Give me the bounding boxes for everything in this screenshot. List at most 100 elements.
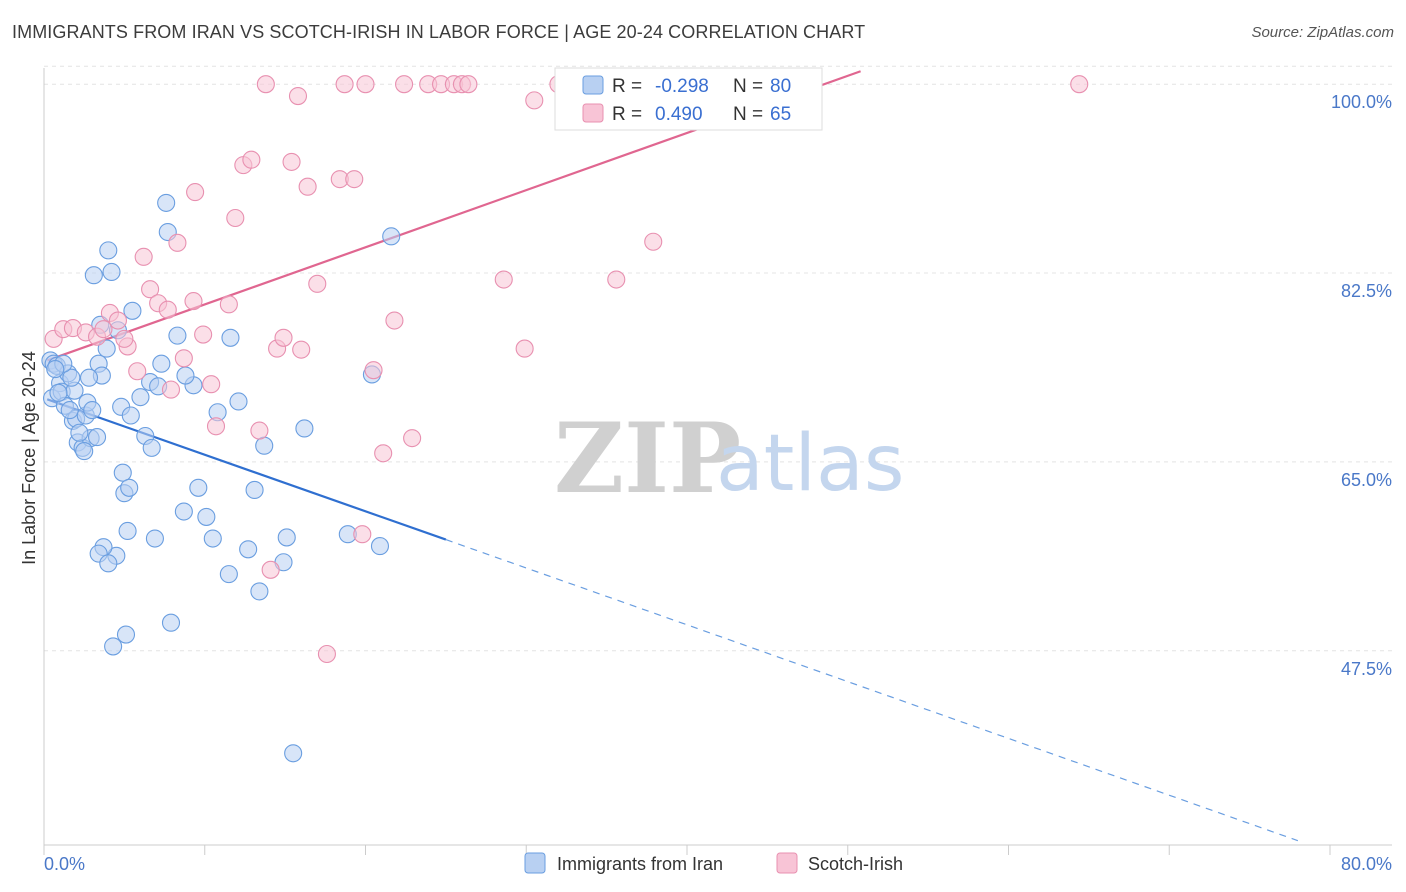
point-iran (99, 241, 118, 260)
legend-r-label-1: R = (612, 76, 642, 97)
point-scotch-irish (335, 75, 354, 94)
point-iran (49, 383, 68, 402)
point-scotch-irish (219, 295, 238, 314)
point-iran (145, 529, 164, 548)
point-scotch-irish (256, 75, 275, 94)
legend-n-label-2: N = (733, 104, 763, 125)
point-iran (97, 339, 116, 358)
point-iran (113, 463, 132, 482)
point-iran (99, 554, 118, 573)
source-credit: Source: ZipAtlas.com (1251, 24, 1394, 41)
bottom-legend-swatch-iran (524, 852, 546, 874)
point-scotch-irish (161, 380, 181, 399)
point-iran (87, 428, 107, 447)
point-iran (203, 529, 222, 548)
point-iran (229, 392, 248, 411)
point-iran (284, 744, 303, 763)
point-scotch-irish (525, 91, 544, 110)
point-iran (123, 301, 142, 320)
legend-r-value-2: 0.490 (655, 104, 703, 125)
point-iran (142, 438, 161, 457)
bottom-legend-label-iran: Immigrants from Iran (557, 854, 723, 874)
point-iran (382, 227, 401, 246)
point-iran (62, 368, 81, 387)
point-iran (104, 637, 123, 656)
point-iran (370, 537, 390, 556)
point-scotch-irish (242, 150, 261, 169)
point-iran (277, 528, 296, 547)
point-iran (121, 406, 140, 425)
point-scotch-irish (494, 270, 513, 289)
point-scotch-irish (261, 560, 280, 579)
watermark-zip: ZIP (554, 402, 741, 515)
point-scotch-irish (356, 75, 375, 94)
y-tick-label: 65.0% (1341, 470, 1392, 490)
point-scotch-irish (206, 417, 226, 436)
point-iran (189, 478, 208, 497)
point-scotch-irish (174, 349, 193, 368)
point-iran (161, 613, 181, 632)
point-scotch-irish (274, 328, 293, 347)
point-iran (84, 266, 103, 285)
point-iran (219, 565, 238, 584)
point-iran (157, 193, 176, 212)
point-scotch-irish (353, 525, 372, 544)
bottom-legend-swatch-scotch-irish (776, 852, 798, 874)
point-scotch-irish (308, 274, 327, 293)
point-scotch-irish (459, 75, 478, 94)
chart-title: IMMIGRANTS FROM IRAN VS SCOTCH-IRISH IN … (12, 22, 866, 42)
point-iran (79, 368, 99, 387)
point-iran (197, 507, 216, 526)
point-scotch-irish (288, 87, 308, 106)
point-iran (245, 480, 264, 500)
point-scotch-irish (134, 247, 153, 266)
point-iran (75, 442, 94, 461)
legend-r-label-2: R = (612, 104, 642, 125)
legend-r-value-1: -0.298 (655, 76, 709, 97)
point-iran (116, 625, 136, 644)
legend-n-value-2: 65 (770, 104, 791, 125)
point-iran (295, 419, 314, 438)
point-scotch-irish (141, 280, 160, 299)
point-iran (221, 328, 240, 347)
point-scotch-irish (364, 361, 383, 380)
data-points (41, 75, 1089, 763)
point-scotch-irish (292, 340, 311, 359)
point-scotch-irish (194, 325, 213, 344)
point-iran (131, 388, 150, 407)
point-scotch-irish (317, 644, 336, 664)
x-tick-label-min: 0.0% (44, 854, 85, 874)
point-iran (152, 354, 171, 373)
point-iran (250, 582, 269, 601)
point-scotch-irish (1070, 75, 1089, 94)
trend-line-iran (46, 398, 447, 541)
point-scotch-irish (226, 208, 245, 228)
point-scotch-irish (186, 183, 205, 202)
x-tick-label-max: 80.0% (1341, 854, 1392, 874)
point-scotch-irish (298, 177, 317, 196)
point-scotch-irish (108, 311, 127, 330)
point-iran (174, 502, 193, 521)
point-iran (168, 326, 187, 345)
point-scotch-irish (202, 375, 221, 394)
x-axis-ticks (43, 845, 1331, 855)
legend-n-value-1: 80 (770, 76, 791, 97)
point-iran (120, 478, 139, 497)
point-iran (118, 521, 137, 541)
point-iran (239, 540, 258, 559)
point-scotch-irish (168, 233, 187, 252)
point-scotch-irish (607, 270, 626, 289)
point-iran (70, 423, 89, 442)
point-scotch-irish (345, 170, 364, 189)
point-scotch-irish (184, 292, 203, 311)
y-tick-labels: 47.5% 65.0% 82.5% 100.0% (1331, 92, 1392, 679)
point-scotch-irish (282, 152, 301, 171)
correlation-legend: R = -0.298 N = 80 R = 0.490 N = 65 (554, 67, 823, 131)
point-scotch-irish (115, 329, 134, 348)
point-iran (255, 436, 274, 455)
series-legend: Immigrants from Iran Scotch-Irish (524, 852, 903, 874)
point-iran (83, 401, 102, 420)
point-scotch-irish (128, 362, 147, 381)
point-iran (60, 401, 79, 420)
